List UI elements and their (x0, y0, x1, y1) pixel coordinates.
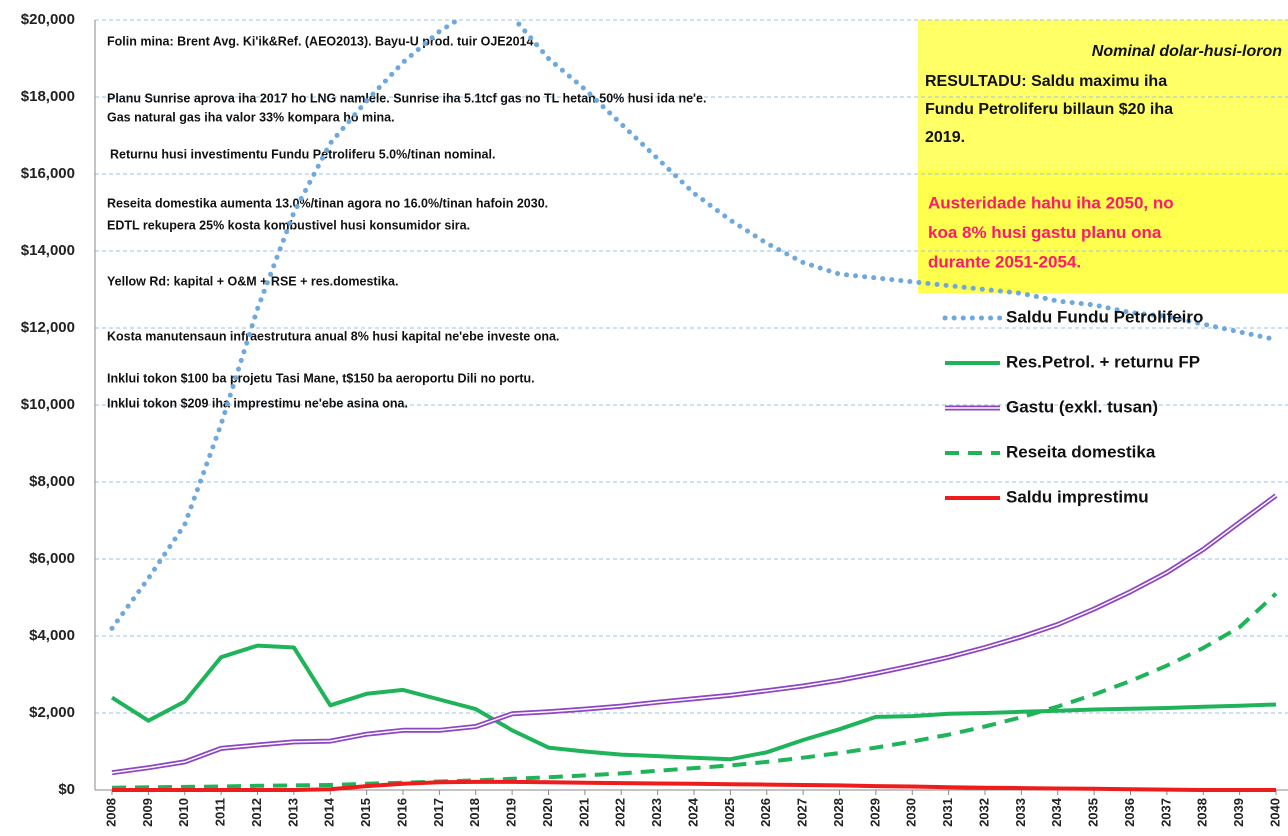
austerity-line: Austeridade hahu iha 2050, no (928, 193, 1174, 212)
x-tick-label: 2014 (322, 797, 337, 827)
x-tick-label: 2024 (685, 797, 700, 827)
y-tick-label: $10,000 (21, 396, 75, 413)
legend-label: Saldu imprestimu (1006, 487, 1149, 506)
austerity-box (918, 170, 1288, 293)
x-tick-label: 2031 (940, 798, 955, 827)
y-tick-label: $0 (58, 781, 75, 798)
x-tick-label: 2036 (1122, 798, 1137, 827)
x-tick-label: 2018 (467, 798, 482, 827)
x-tick-label: 2033 (1013, 798, 1028, 827)
x-tick-label: 2026 (758, 798, 773, 827)
legend-label: Saldu Fundu Petrolifeiro (1006, 307, 1203, 326)
x-tick-label: 2034 (1049, 797, 1064, 827)
x-tick-label: 2019 (504, 798, 519, 827)
result-line: Fundu Petroliferu billaun $20 iha (925, 101, 1173, 118)
x-tick-label: 2025 (722, 798, 737, 827)
x-tick-label: 2038 (1195, 798, 1210, 827)
annotation: Gas natural gas iha valor 33% kompara ho… (107, 110, 395, 124)
x-tick-label: 2013 (285, 798, 300, 827)
y-tick-label: $12,000 (21, 319, 75, 336)
y-tick-label: $4,000 (29, 627, 75, 644)
y-tick-label: $2,000 (29, 704, 75, 721)
x-tick-label: 2040 (1267, 798, 1282, 827)
austerity-line: durante 2051-2054. (928, 252, 1081, 271)
result-line: RESULTADU: Saldu maximu iha (925, 73, 1167, 90)
annotation: Reseita domestika aumenta 13.0%/tinan ag… (107, 196, 548, 210)
annotation: Inklui tokon $100 ba projetu Tasi Mane, … (107, 371, 535, 385)
result-box (918, 20, 1288, 170)
annotation: Planu Sunrise aprova iha 2017 ho LNG nam… (107, 91, 706, 105)
x-tick-label: 2037 (1158, 798, 1173, 827)
legend-label: Gastu (exkl. tusan) (1006, 397, 1158, 416)
austerity-line: koa 8% husi gastu planu ona (928, 223, 1162, 242)
series-line-inner (111, 494, 1277, 774)
annotation: Returnu husi investimentu Fundu Petrolif… (110, 147, 495, 161)
x-tick-label: 2011 (213, 798, 228, 826)
legend-label: Res.Petrol. + returnu FP (1006, 352, 1200, 371)
x-tick-label: 2020 (540, 798, 555, 827)
x-tick-label: 2009 (140, 798, 155, 827)
annotation: Folin mina: Brent Avg. Ki'ik&Ref. (AEO20… (107, 34, 537, 48)
x-tick-label: 2039 (1231, 798, 1246, 827)
series-line (109, 20, 1279, 631)
annotation: Kosta manutensaun infraestrutura anual 8… (107, 329, 559, 343)
series-line (112, 779, 1276, 792)
x-tick-label: 2022 (613, 798, 628, 827)
series-line (111, 592, 1278, 790)
x-tick-label: 2030 (904, 798, 919, 827)
x-tick-label: 2028 (831, 798, 846, 827)
annotation: Inklui tokon $209 iha imprestimu ne'ebe … (107, 396, 408, 410)
x-tick-label: 2015 (358, 798, 373, 827)
result-line: 2019. (925, 129, 965, 146)
legend-label: Reseita domestika (1006, 442, 1156, 461)
y-tick-label: $18,000 (21, 88, 75, 105)
y-tick-label: $6,000 (29, 550, 75, 567)
y-tick-label: $16,000 (21, 165, 75, 182)
x-tick-label: 2035 (1086, 798, 1101, 827)
series-line (110, 643, 1277, 762)
x-tick-label: 2017 (431, 798, 446, 827)
x-tick-label: 2012 (249, 798, 264, 827)
box-heading: Nominal dolar-husi-loron (1092, 43, 1282, 60)
x-tick-label: 2032 (976, 798, 991, 827)
y-tick-label: $20,000 (21, 11, 75, 28)
x-tick-label: 2029 (867, 798, 882, 827)
x-tick-label: 2021 (576, 798, 591, 827)
series-line (111, 493, 1278, 776)
x-tick-label: 2016 (394, 798, 409, 827)
x-tick-label: 2023 (649, 798, 664, 827)
x-tick-label: 2010 (176, 798, 191, 827)
x-tick-label: 2027 (795, 798, 810, 827)
x-tick-label: 2008 (103, 798, 118, 827)
y-tick-label: $8,000 (29, 473, 75, 490)
y-tick-label: $14,000 (21, 242, 75, 259)
plot-area (109, 20, 1279, 792)
annotation: Yellow Rd: kapital + O&M + RSE + res.dom… (107, 274, 398, 288)
